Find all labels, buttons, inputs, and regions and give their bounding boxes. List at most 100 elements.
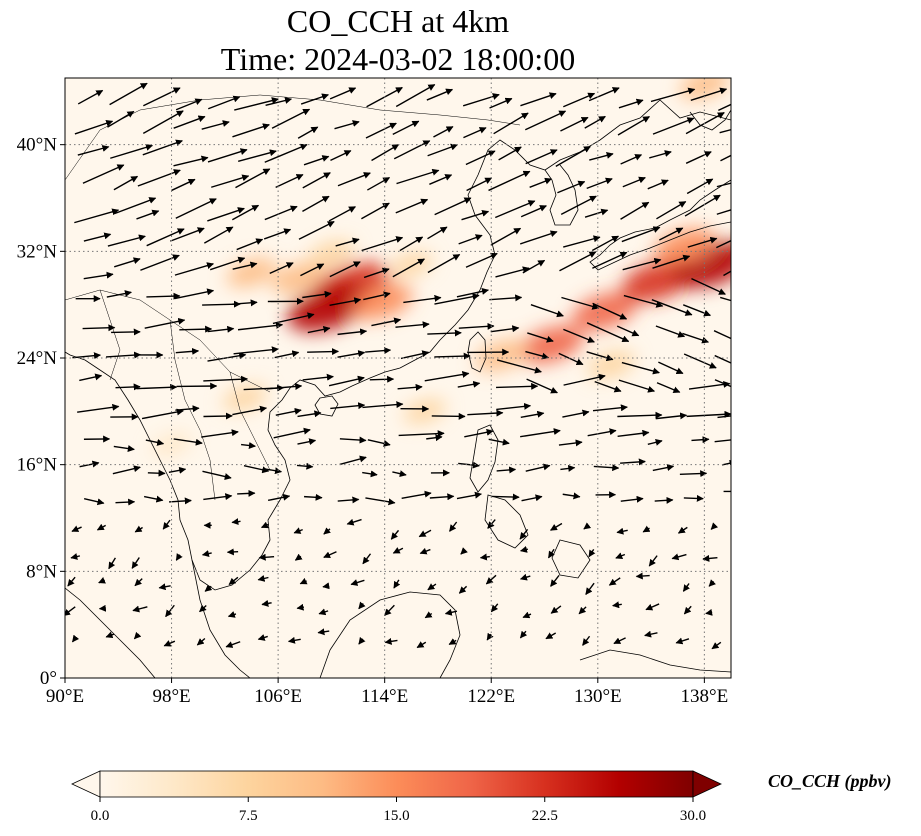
- wind-arrow: [232, 123, 270, 138]
- wind-arrow: [257, 574, 269, 582]
- wind-arrow: [588, 548, 596, 558]
- wind-arrow: [107, 110, 135, 128]
- wind-arrow: [302, 373, 334, 381]
- wind-arrow: [623, 294, 664, 308]
- wind-arrow: [659, 227, 684, 241]
- hainan-coastline: [314, 395, 339, 417]
- wind-arrow: [495, 266, 530, 278]
- wind-arrow: [109, 82, 148, 106]
- wind-arrow: [238, 149, 277, 163]
- wind-arrow: [582, 635, 591, 646]
- wind-arrow: [131, 557, 140, 569]
- wind-arrow: [493, 112, 529, 135]
- wind-arrow: [466, 177, 493, 192]
- wind-arrow: [456, 287, 489, 298]
- wind-arrow: [652, 464, 675, 472]
- wind-arrow: [323, 527, 331, 535]
- wind-arrow: [145, 439, 165, 446]
- wind-arrow: [720, 154, 731, 162]
- wind-arrow: [390, 529, 400, 540]
- wind-arrow: [467, 409, 504, 417]
- wind-arrow: [231, 518, 241, 526]
- wind-arrow: [395, 321, 430, 329]
- wind-arrow: [677, 526, 688, 534]
- wind-arrow: [207, 148, 248, 163]
- wind-arrow: [671, 553, 687, 561]
- wind-arrow: [558, 352, 584, 366]
- wind-arrow: [243, 465, 270, 474]
- wind-arrow: [488, 438, 510, 446]
- wind-arrow: [363, 291, 391, 301]
- wind-arrow: [679, 470, 708, 478]
- wind-arrow: [179, 325, 213, 333]
- wind-arrow: [300, 93, 329, 105]
- wind-arrow: [651, 299, 693, 316]
- wind-arrow: [367, 439, 391, 447]
- wind-arrow: [403, 294, 442, 304]
- wind-arrow: [71, 525, 82, 532]
- wind-arrow: [429, 174, 453, 185]
- wind-arrow: [401, 490, 432, 499]
- wind-arrow: [337, 328, 368, 336]
- wind-arrow: [427, 226, 448, 240]
- wind-arrow: [458, 585, 468, 594]
- wind-arrow: [392, 120, 420, 136]
- wind-arrow: [168, 466, 187, 474]
- wind-arrow: [298, 220, 335, 240]
- wind-arrow: [266, 382, 303, 390]
- wind-arrow: [106, 290, 132, 298]
- wind-arrow: [398, 430, 445, 438]
- wind-arrow: [273, 427, 311, 439]
- wind-arrow: [168, 497, 192, 505]
- plume-1: [287, 283, 371, 332]
- wind-arrow: [562, 409, 590, 418]
- wind-arrow: [133, 631, 142, 640]
- wind-arrow: [346, 518, 362, 526]
- wind-arrow: [83, 271, 114, 280]
- gridlines: [65, 78, 731, 678]
- map-panel: [65, 78, 731, 678]
- wind-arrow: [555, 145, 591, 167]
- wind-arrow: [142, 110, 184, 134]
- wind-arrow: [107, 234, 146, 247]
- map-subtitle: Time: 2024-03-02 18:00:00: [220, 41, 576, 77]
- wind-arrow: [457, 380, 481, 388]
- wind-arrow: [716, 239, 731, 249]
- wind-arrow: [140, 254, 180, 271]
- wind-arrow: [719, 128, 731, 134]
- wind-arrow: [721, 459, 731, 467]
- wind-arrow: [393, 579, 401, 589]
- wind-arrow: [272, 312, 315, 325]
- wind-arrow: [79, 373, 103, 382]
- colorbar-extend-max: [692, 770, 722, 798]
- wind-arrow: [489, 97, 513, 109]
- wind-arrow: [147, 469, 166, 477]
- wind-arrow: [237, 489, 256, 497]
- wind-arrow: [685, 151, 712, 164]
- lat-tick-label: 32°N: [17, 241, 58, 262]
- wind-arrow: [560, 195, 597, 215]
- wind-arrow: [207, 325, 235, 333]
- wind-arrow: [563, 92, 596, 108]
- wind-arrow: [529, 177, 552, 188]
- wind-arrow: [687, 236, 718, 248]
- wind-arrow: [714, 379, 731, 388]
- wind-arrow: [112, 465, 141, 475]
- wind-arrow: [323, 551, 337, 559]
- wind-arrow: [267, 493, 291, 502]
- wind-arrow: [299, 577, 308, 585]
- wind-arrow: [593, 464, 620, 472]
- wind-arrow: [485, 574, 497, 585]
- wind-arrow: [115, 383, 141, 391]
- wind-arrow: [258, 553, 275, 561]
- wind-arrow: [70, 553, 81, 560]
- wind-arrow: [82, 324, 116, 332]
- wind-arrow: [302, 172, 331, 189]
- plume-5: [308, 240, 355, 268]
- wind-arrow: [203, 493, 233, 501]
- wind-arrow: [170, 227, 205, 242]
- wind-arrow: [550, 522, 563, 531]
- wind-arrow: [608, 577, 621, 586]
- wind-arrow: [361, 236, 404, 252]
